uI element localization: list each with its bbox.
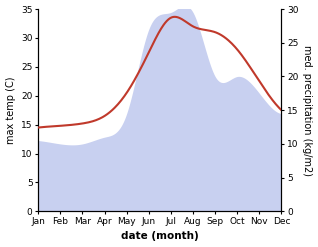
Y-axis label: med. precipitation (kg/m2): med. precipitation (kg/m2) <box>302 45 313 176</box>
Y-axis label: max temp (C): max temp (C) <box>5 76 16 144</box>
X-axis label: date (month): date (month) <box>121 231 199 242</box>
